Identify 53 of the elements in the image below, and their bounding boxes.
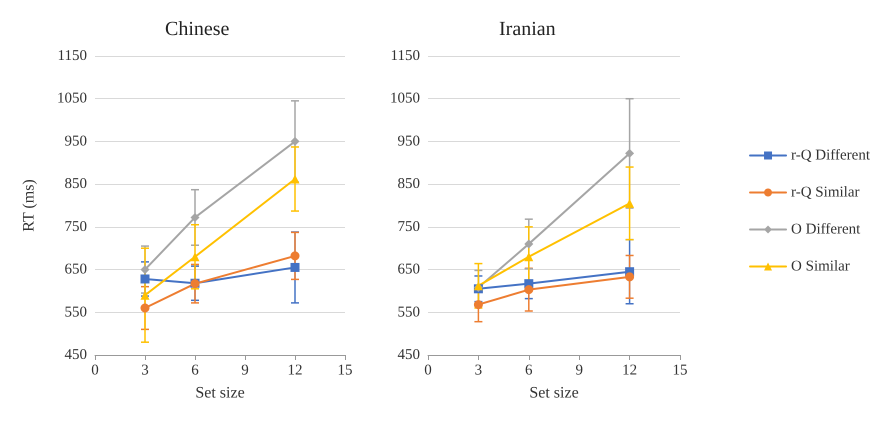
- point: [625, 198, 634, 208]
- x-axis-title: Set size: [195, 384, 245, 402]
- point: [290, 136, 300, 146]
- y-tick-label: 650: [64, 262, 87, 278]
- y-tick-label: 1150: [58, 48, 87, 64]
- x-tick-label: 12: [622, 362, 638, 378]
- point: [524, 252, 534, 262]
- y-tick-label: 650: [398, 262, 420, 278]
- y-tick-label: 550: [398, 304, 420, 320]
- legend-label: O Different: [791, 222, 862, 238]
- y-axis-title: RT (ms): [20, 179, 38, 232]
- y-tick-label: 450: [64, 347, 87, 363]
- x-tick-label: 6: [525, 362, 534, 378]
- x-tick-label: 3: [474, 362, 482, 378]
- x-tick-label: 12: [288, 362, 302, 378]
- point: [140, 274, 150, 284]
- y-tick-label: 1050: [57, 90, 87, 107]
- legend-label: r-Q Similar: [791, 184, 860, 200]
- x-tick-label: 3: [141, 362, 149, 378]
- chart-title: Chinese: [165, 18, 230, 40]
- point: [524, 239, 534, 248]
- point: [190, 252, 200, 262]
- point: [290, 174, 300, 184]
- x-tick-label: 6: [191, 362, 200, 378]
- x-tick-label: 0: [424, 362, 432, 378]
- point: [625, 272, 634, 282]
- point: [290, 251, 300, 260]
- point: [190, 212, 200, 222]
- y-tick-label: 950: [398, 133, 420, 150]
- y-tick-label: 1050: [390, 90, 420, 107]
- x-tick-label: 0: [91, 362, 99, 378]
- y-tick-label: 750: [398, 218, 420, 235]
- x-axis-title: Set size: [529, 384, 579, 402]
- x-tick-label: 15: [338, 362, 352, 378]
- x-tick-label: 15: [672, 362, 688, 378]
- point: [524, 285, 534, 294]
- y-tick-label: 750: [64, 218, 87, 235]
- y-tick-label: 850: [398, 176, 420, 192]
- point: [474, 300, 483, 310]
- y-tick-label: 550: [64, 304, 87, 320]
- chart-title: Iranian: [499, 18, 556, 40]
- x-tick-label: 9: [575, 362, 583, 378]
- x-tick-label: 9: [241, 362, 249, 378]
- y-tick-label: 850: [64, 176, 87, 192]
- y-tick-label: 1150: [390, 48, 420, 64]
- point: [290, 262, 300, 272]
- y-tick-label: 450: [398, 347, 420, 363]
- point: [140, 265, 150, 274]
- point: [625, 148, 634, 158]
- point: [140, 304, 150, 313]
- legend-label: r-Q Different: [791, 148, 871, 164]
- legend-label: O Similar: [791, 258, 850, 274]
- y-tick-label: 950: [64, 133, 87, 150]
